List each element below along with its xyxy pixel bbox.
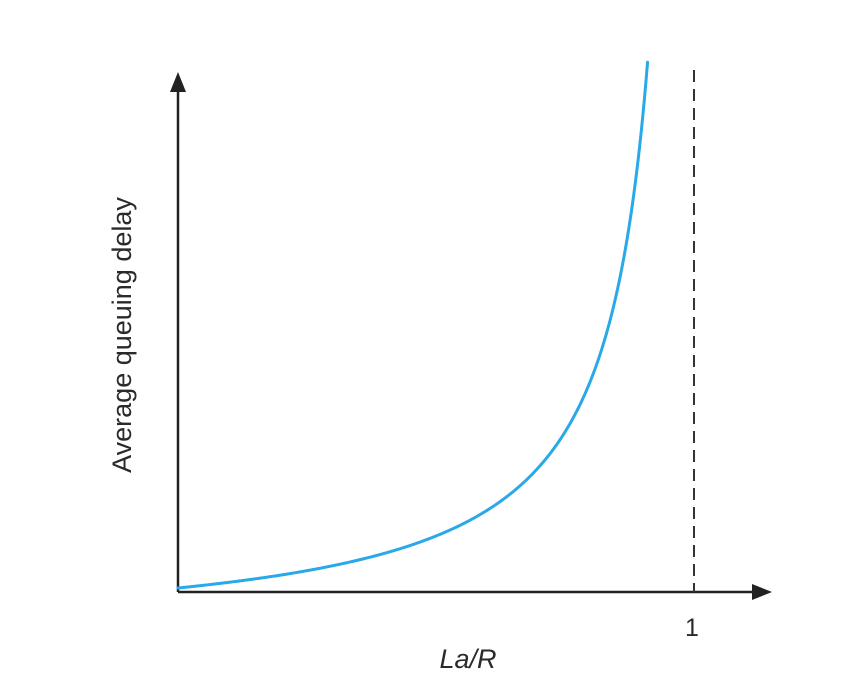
- y-axis-arrowhead: [170, 72, 186, 92]
- x-axis-arrowhead: [752, 584, 772, 600]
- delay-curve: [176, 60, 650, 590]
- y-axis-label: Average queuing delay: [107, 197, 137, 473]
- x-axis-label: La/R: [439, 644, 496, 674]
- x-tick-label: 1: [685, 614, 699, 642]
